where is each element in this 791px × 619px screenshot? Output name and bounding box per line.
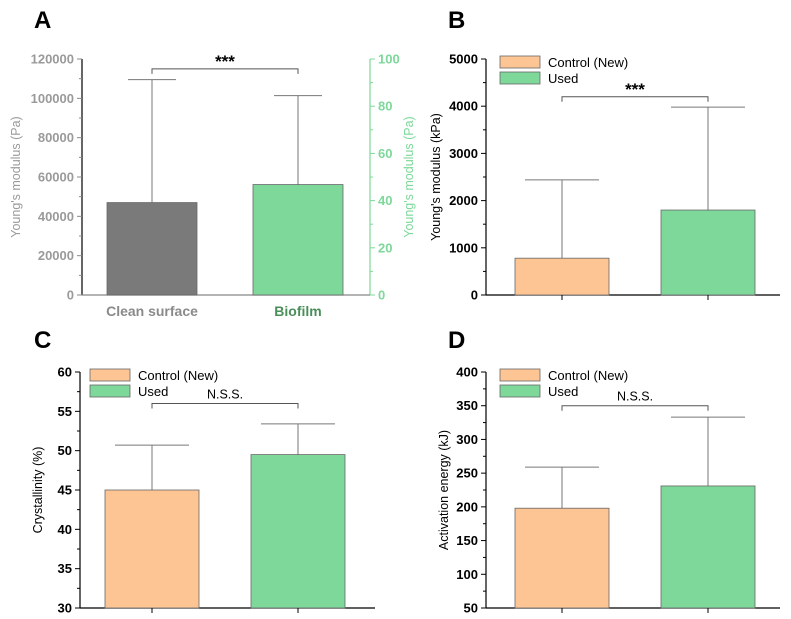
y-tick-label: 300 [456,432,478,447]
legend-swatch-control [89,368,131,382]
y-tick-label: 35 [58,561,72,576]
y-tick-label-left: 20000 [38,248,74,263]
significance-bracket [561,96,709,102]
bar-control [514,507,610,609]
y-tick-label-left: 60000 [38,170,74,185]
legend-label-used: Used [138,384,168,399]
significance-bracket [151,68,299,74]
y-tick-label-left: 40000 [38,209,74,224]
y-tick-label: 45 [58,483,72,498]
legend-label-control: Control (New) [138,368,218,383]
significance-label: *** [625,80,645,99]
y-tick-label-right: 100 [378,52,400,67]
panel-label-a: A [34,7,51,34]
y-tick-label-right: 40 [378,193,392,208]
significance-label: N.S.S. [207,387,243,401]
y-tick-label-right: 80 [378,99,392,114]
legend-swatch-used [89,384,131,398]
y-axis-title-right: Young's modulus (Pa) [402,116,416,237]
panel-a: 0 20000 40000 60000 80000 100000 120000 0 20 40 60… [9,52,416,320]
y-tick-label: 5000 [449,52,478,67]
panel-label-b: B [448,7,465,34]
legend-label-control: Control (New) [548,55,628,70]
legend-swatch-control [499,368,541,382]
legend-swatch-used [499,384,541,398]
y-tick-label: 40 [58,522,72,537]
bar-clean-surface [106,202,198,296]
y-axis-title: Young's modulus (kPa) [429,113,443,241]
y-tick-label: 55 [58,404,72,419]
y-tick-label-right: 20 [378,240,392,255]
significance-label: N.S.S. [617,390,653,404]
y-tick-label: 400 [456,365,478,380]
panel-c: 30 35 40 45 50 55 60 Crystallinity (%) N.S.S. Con… [31,365,375,616]
y-tick-label: 200 [456,499,478,514]
y-tick-label: 50 [464,601,478,616]
y-tick-label: 2000 [449,193,478,208]
x-category-label: Biofilm [274,303,321,319]
significance-bracket [561,405,709,411]
legend-swatch-used [499,71,541,85]
y-tick-label: 60 [58,365,72,380]
y-tick-label: 50 [58,443,72,458]
y-tick-label-right: 60 [378,146,392,161]
legend-swatch-control [499,55,541,69]
y-tick-label: 350 [456,398,478,413]
y-axis-title: Crystallinity (%) [31,447,45,534]
panel-d: 50 100 150 200 250 300 350 400 Activation energy… [437,365,780,616]
y-axis-title-left: Young's modulus (Pa) [9,116,23,237]
y-tick-label: 3000 [449,146,478,161]
y-tick-label: 0 [471,288,478,303]
y-tick-label-left: 100000 [31,91,74,106]
y-tick-label-left: 120000 [31,52,74,67]
y-tick-label: 100 [456,567,478,582]
bar-used [660,485,756,609]
bar-used [660,209,756,296]
significance-bracket [151,402,299,409]
y-tick-label-left: 0 [67,288,74,303]
y-tick-label: 1000 [449,240,478,255]
y-tick-label-left: 80000 [38,130,74,145]
bar-control [514,257,610,296]
bar-control [104,489,200,609]
y-tick-label-right: 0 [378,288,385,303]
legend-label-control: Control (New) [548,368,628,383]
panel-label-d: D [448,327,465,354]
y-tick-label: 250 [456,466,478,481]
x-category-label: Clean surface [106,303,198,319]
bar-biofilm [252,184,344,296]
significance-label: *** [215,52,235,71]
y-axis-title: Activation energy (kJ) [437,430,451,550]
legend-label-used: Used [548,384,578,399]
panel-b: 0 1000 2000 3000 4000 5000 Young's modulus (kP… [429,52,780,303]
panel-label-c: C [34,327,51,354]
bar-used [250,454,346,609]
y-tick-label: 30 [58,601,72,616]
y-tick-label: 150 [456,533,478,548]
y-tick-label: 4000 [449,99,478,114]
legend-label-used: Used [548,71,578,86]
